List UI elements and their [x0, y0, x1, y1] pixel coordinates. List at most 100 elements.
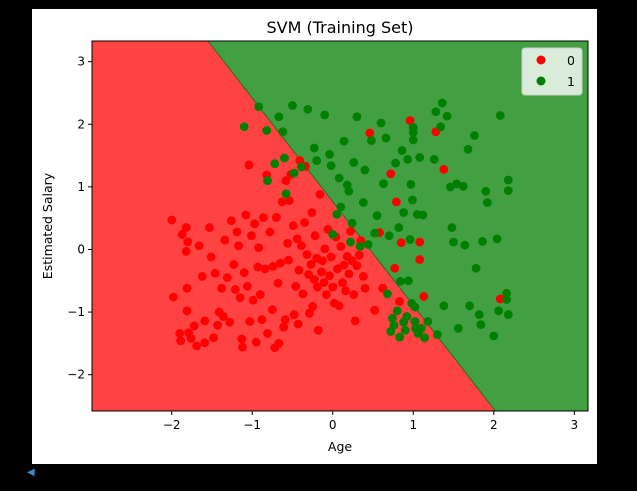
data-point-class-0: [176, 336, 185, 346]
data-point-class-1: [325, 149, 334, 159]
data-point-class-1: [481, 186, 491, 196]
data-point-class-1: [376, 118, 386, 128]
data-point-class-1: [360, 165, 370, 175]
data-point-class-0: [226, 216, 236, 226]
data-point-class-1: [281, 189, 291, 199]
data-point-class-1: [406, 179, 416, 189]
data-point-class-0: [419, 292, 429, 301]
data-point-class-0: [217, 283, 227, 293]
data-point-class-0: [415, 255, 425, 264]
data-point-class-0: [279, 322, 289, 332]
data-point-class-0: [326, 252, 336, 262]
data-point-class-1: [403, 154, 413, 164]
data-point-class-0: [280, 315, 290, 324]
data-point-class-1: [503, 175, 513, 185]
data-point-class-0: [251, 337, 261, 347]
data-point-class-0: [283, 238, 293, 248]
data-point-class-0: [310, 231, 320, 241]
scatter-points: [167, 98, 513, 353]
data-point-class-1: [418, 210, 428, 220]
data-point-class-0: [284, 196, 294, 206]
data-point-class-1: [404, 276, 413, 286]
data-point-class-1: [339, 136, 349, 146]
data-point-class-0: [296, 241, 306, 251]
x-tick-label: 3: [570, 418, 578, 432]
data-point-class-0: [167, 215, 177, 225]
data-point-class-0: [192, 341, 202, 351]
legend-marker-0: [536, 55, 546, 65]
data-point-class-0: [306, 260, 316, 269]
data-point-class-1: [336, 202, 346, 212]
legend-label-0: 0: [567, 53, 575, 68]
data-point-class-1: [431, 107, 441, 117]
data-point-class-1: [363, 240, 373, 249]
data-point-class-1: [408, 122, 418, 132]
data-point-class-0: [317, 256, 327, 266]
data-point-class-1: [334, 173, 344, 183]
data-point-class-1: [288, 101, 297, 110]
data-point-class-0: [220, 235, 230, 245]
data-point-class-1: [397, 146, 407, 155]
data-point-class-0: [350, 316, 360, 326]
data-point-class-0: [338, 278, 347, 288]
data-point-class-0: [304, 270, 313, 279]
data-point-class-0: [341, 286, 351, 296]
data-point-class-0: [349, 290, 359, 299]
data-point-class-1: [460, 240, 470, 250]
data-point-class-0: [390, 263, 400, 273]
data-point-class-1: [391, 158, 400, 168]
data-point-class-0: [277, 197, 287, 207]
data-point-class-0: [235, 293, 245, 303]
data-point-class-0: [300, 218, 309, 227]
data-point-class-1: [416, 323, 426, 333]
data-point-class-0: [307, 208, 317, 217]
data-point-class-0: [370, 305, 380, 315]
data-point-class-0: [320, 244, 330, 254]
data-point-class-0: [177, 230, 187, 239]
data-point-class-1: [470, 131, 479, 140]
data-point-class-0: [317, 267, 326, 277]
data-point-class-1: [447, 223, 457, 232]
data-point-class-0: [439, 164, 449, 174]
data-point-class-0: [225, 317, 235, 327]
scroll-left-icon[interactable]: ◀: [27, 467, 35, 478]
data-point-class-1: [381, 133, 391, 143]
data-point-class-1: [254, 102, 264, 112]
data-point-class-0: [230, 285, 240, 294]
data-point-class-1: [274, 112, 284, 122]
y-tick-label: 2: [77, 117, 85, 131]
data-point-class-1: [402, 312, 412, 321]
data-point-class-1: [433, 330, 442, 340]
data-point-class-0: [321, 290, 331, 299]
data-point-class-0: [325, 271, 334, 281]
y-tick-label: −1: [67, 305, 85, 319]
data-point-class-1: [439, 301, 449, 311]
data-point-class-0: [302, 250, 312, 259]
data-point-class-1: [392, 306, 402, 316]
data-point-class-0: [291, 282, 301, 291]
data-point-class-1: [400, 325, 410, 335]
data-point-class-1: [474, 310, 484, 319]
data-point-class-1: [347, 218, 357, 228]
data-point-class-1: [379, 179, 388, 189]
data-point-class-1: [328, 230, 338, 239]
data-point-class-1: [420, 333, 429, 343]
data-point-class-0: [254, 243, 264, 252]
data-point-class-1: [263, 176, 272, 186]
data-point-class-0: [209, 333, 218, 343]
data-point-class-1: [494, 306, 504, 316]
data-point-class-0: [263, 328, 272, 338]
data-point-class-1: [367, 136, 376, 145]
data-point-class-0: [194, 241, 204, 251]
data-point-class-1: [437, 98, 447, 108]
data-point-class-1: [372, 211, 382, 221]
data-point-class-1: [346, 237, 355, 247]
data-point-class-0: [168, 292, 178, 302]
data-point-class-1: [458, 181, 468, 191]
data-point-class-1: [442, 111, 452, 121]
data-point-class-1: [389, 320, 399, 330]
data-point-class-1: [387, 313, 397, 323]
data-point-class-1: [410, 302, 420, 312]
y-tick-label: 0: [77, 242, 85, 256]
data-point-class-0: [253, 262, 263, 272]
